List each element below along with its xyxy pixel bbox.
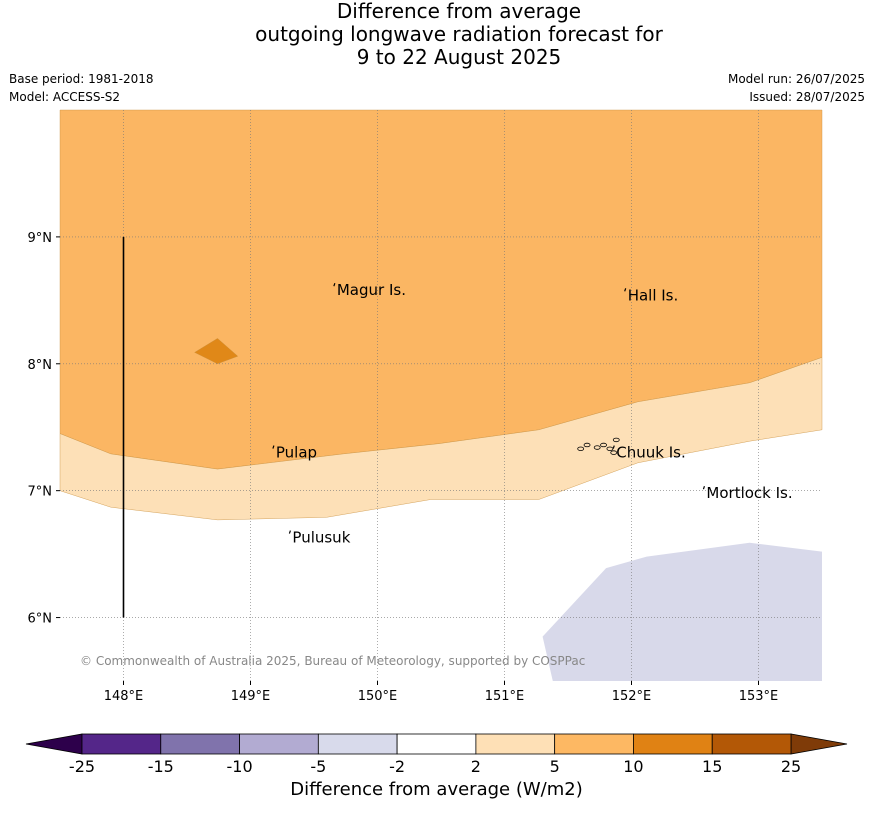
x-tick-label-0: 148°E [104,689,144,704]
colorbar: -25 -15 -10 -5 -2 2 5 10 15 25 [25,733,848,776]
colorbar-tick-0: -25 [69,757,95,776]
colorbar-segment-6 [554,733,634,755]
place-label-0: Magur Is. [337,281,406,299]
colorbar-tick-7: 10 [623,757,643,776]
place-labels: Magur Is. Hall Is. Pulap Chuuk Is. Mortlock … [272,281,793,547]
x-tick-label-4: 152°E [612,689,652,704]
place-label-4: Mortlock Is. [706,484,792,502]
colorbar-tick-4: -2 [389,757,405,776]
title-line-3: 9 to 22 August 2025 [356,45,562,69]
x-tick-label-2: 150°E [358,689,398,704]
colorbar-over-arrow [790,733,848,755]
colorbar-segment-7 [633,733,713,755]
chuuk-islet-1 [583,442,591,448]
colorbar-tick-8: 15 [702,757,722,776]
copyright-text: © Commonwealth of Australia 2025, Bureau… [80,654,585,668]
chuuk-islet-0 [577,446,585,451]
colorbar-segment-4 [396,733,477,755]
island-mark-0 [333,282,336,287]
colorbar-tick-6: 5 [550,757,560,776]
colorbar-segment-0 [81,733,162,755]
colorbar-tick-5: 2 [471,757,481,776]
chuuk-islet-3 [600,442,607,448]
region-2 [194,338,239,365]
x-tick-label-3: 151°E [485,689,525,704]
colorbar-segment-3 [317,733,398,755]
model-name: Model: ACCESS-S2 [9,90,121,104]
colorbar-segment-1 [160,733,240,755]
place-label-3: Chuuk Is. [616,444,685,462]
colorbar-tick-1: -15 [148,757,174,776]
chart-title: Difference from average outgoing longwav… [0,0,873,69]
y-tick-label-2: 8°N [28,358,53,373]
place-label-2: Pulap [276,444,317,462]
island-mark-2 [272,445,275,449]
chuuk-islet-6 [610,450,618,455]
colorbar-segment-2 [239,733,319,755]
y-tick-label-0: 6°N [28,612,53,627]
place-label-1: Hall Is. [628,286,679,304]
meta-left: Base period: 1981-2018 Model: ACCESS-S2 [9,70,154,106]
x-tick-label-5: 153°E [739,689,779,704]
chuuk-islet-5 [612,437,620,443]
colorbar-under-arrow [25,733,83,755]
colorbar-label: Difference from average (W/m2) [290,779,583,800]
title-line-2: outgoing longwave radiation forecast for [255,22,663,46]
model-run: Model run: 26/07/2025 [727,72,865,86]
colorbar-tick-9: 25 [781,757,801,776]
x-tick-label-1: 149°E [231,689,271,704]
meta-right: Model run: 26/07/2025 Issued: 28/07/2025 [728,70,865,106]
chuuk-islet-2 [593,445,601,450]
y-tick-label-1: 7°N [28,485,53,500]
issued-date: Issued: 28/07/2025 [749,90,865,104]
colorbar-tick-2: -10 [226,757,252,776]
colorbar-segment-5 [475,733,556,755]
island-mark-4 [702,486,705,490]
chuuk-islet-4 [606,446,614,451]
axis-ticks: 148°E 149°E 150°E 151°E 152°E 153°E 6°N 7°N 8°N 9… [28,231,779,704]
place-label-5: Pulusuk [292,529,350,547]
colorbar-segment-8 [711,733,792,755]
graticule [60,110,822,681]
island-mark-5 [288,530,291,534]
title-line-1: Difference from average [336,0,582,23]
island-mark-1 [624,288,627,292]
y-tick-label-3: 9°N [28,231,53,246]
base-period: Base period: 1981-2018 [9,72,154,86]
region-3 [542,542,822,681]
colorbar-tick-3: -5 [310,757,326,776]
island-mark-3 [612,445,615,449]
